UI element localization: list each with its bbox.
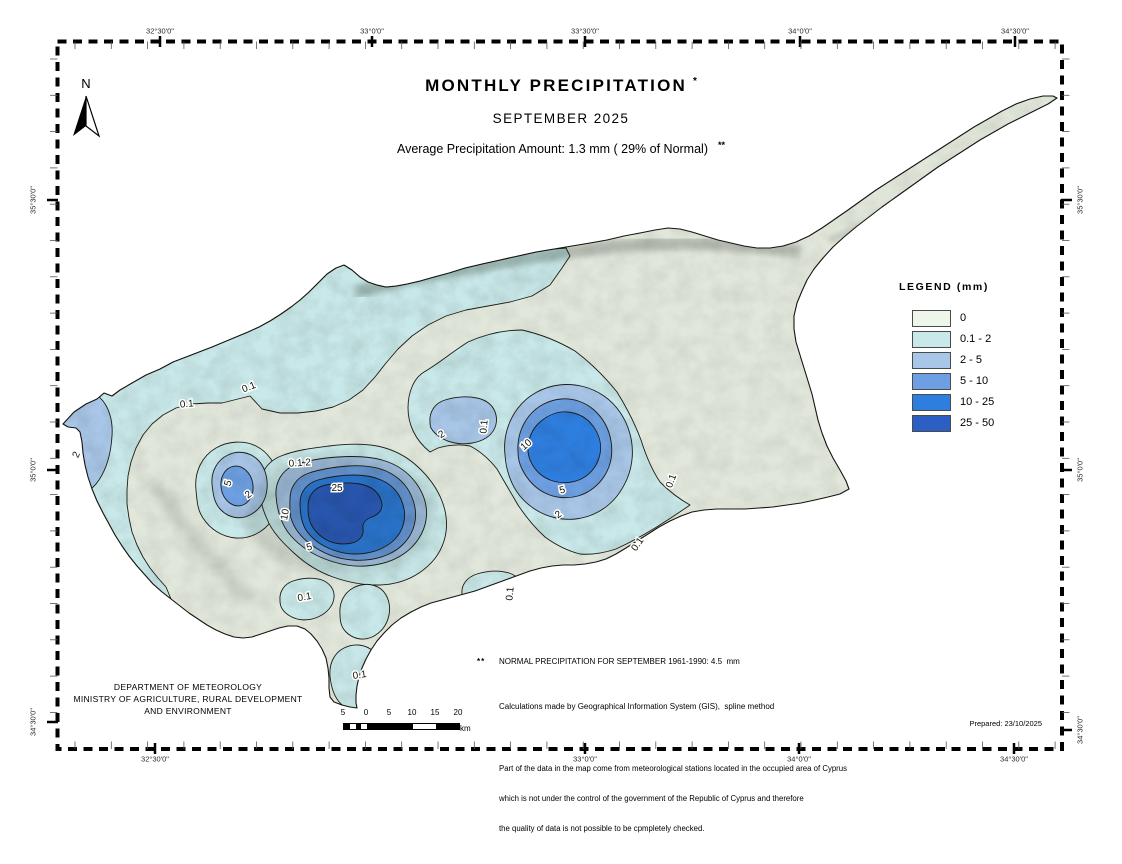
scale-bar: 5 0 5 10 15 20 km [338, 708, 478, 738]
agency-block: DEPARTMENT OF METEOROLOGY MINISTRY OF AG… [58, 681, 318, 717]
legend-swatch-2-5 [912, 351, 951, 369]
legend-swatch-5-10 [912, 372, 951, 390]
normal-precip-note: ** NORMAL PRECIPITATION FOR SEPTEMBER 196… [477, 657, 740, 666]
note-asterisks: ** [477, 657, 486, 666]
legend-item: 5 - 10 [912, 372, 1069, 390]
agency-line: DEPARTMENT OF METEOROLOGY [113, 682, 263, 692]
summary-line: Average Precipitation Amount: 1.3 mm ( 2… [396, 140, 726, 157]
scalebar-label: 5 [340, 708, 346, 717]
notes-block: ** NORMAL PRECIPITATION FOR SEPTEMBER 196… [477, 637, 897, 864]
contour-label: 5 [305, 541, 314, 553]
legend-item: 10 - 25 [912, 393, 1069, 411]
contour-label: 0.1 [504, 586, 516, 601]
legend-item: 25 - 50 [912, 414, 1069, 432]
contour-label: 25 [331, 483, 343, 494]
north-arrow-icon: N [73, 76, 101, 138]
contour-label: 0.1 [478, 419, 490, 434]
legend-label: 2 - 5 [960, 354, 983, 366]
contour-label: 0.1 [297, 591, 313, 604]
legend-swatch-10-25 [912, 393, 951, 411]
summary-asterisks: ** [718, 140, 726, 150]
scalebar-label: 15 [430, 708, 440, 717]
contour-label: 0.1 [179, 398, 194, 410]
subtitle-month: SEPTEMBER 2025 [492, 111, 630, 126]
scalebar-label: 10 [407, 708, 417, 717]
legend: LEGEND (mm) 0 0.1 - 2 2 - 5 5 - 10 10 - … [899, 281, 1069, 436]
contour-label: 0.1 2 [288, 457, 311, 470]
page-title: MONTHLY PRECIPITATION * [425, 76, 697, 95]
legend-swatch-0p1-2 [912, 330, 951, 348]
legend-label: 10 - 25 [960, 396, 995, 408]
title-asterisk: * [692, 76, 697, 88]
contour-label: 5 [558, 484, 567, 496]
scalebar-unit: km [460, 724, 471, 733]
legend-title: LEGEND (mm) [899, 281, 989, 293]
contour-label: 2 [71, 450, 84, 460]
agency-line: MINISTRY OF AGRICULTURE, RURAL DEVELOPME… [73, 694, 303, 704]
legend-label: 5 - 10 [960, 375, 989, 387]
gis-note: Calculations made by Geographical Inform… [499, 702, 775, 711]
legend-item: 0 [912, 309, 1069, 327]
contour-label: 10 [279, 508, 292, 521]
legend-item: 2 - 5 [912, 351, 1069, 369]
legend-label: 25 - 50 [960, 417, 995, 429]
legend-swatch-25-50 [912, 414, 951, 432]
disclaimer-note: Part of the data in the map come from me… [499, 764, 848, 833]
legend-item: 0.1 - 2 [912, 330, 1069, 348]
scalebar-label: 5 [386, 708, 392, 717]
agency-line: AND ENVIRONMENT [144, 706, 232, 716]
minor-ticks [50, 41, 1070, 749]
legend-swatch-0 [912, 309, 951, 327]
prepared-date: Prepared: 23/10/2025 [969, 719, 1042, 728]
graticule-ticks [47, 36, 1072, 754]
scalebar-label: 20 [453, 708, 463, 717]
title-block: MONTHLY PRECIPITATION * SEPTEMBER 2025 Av… [211, 76, 911, 156]
north-arrow-right-half [85, 95, 101, 138]
legend-label: 0.1 - 2 [960, 333, 992, 345]
north-arrow-left-half [73, 96, 86, 136]
legend-label: 0 [960, 312, 967, 324]
map-neatline-border [55, 39, 1064, 751]
contour-label: 5 [223, 479, 235, 488]
contour-label: 0.1 [352, 669, 368, 682]
north-label: N [81, 76, 90, 91]
coastline [62, 95, 1058, 709]
scalebar-label: 0 [363, 708, 369, 717]
scalebar-bar [343, 723, 460, 730]
